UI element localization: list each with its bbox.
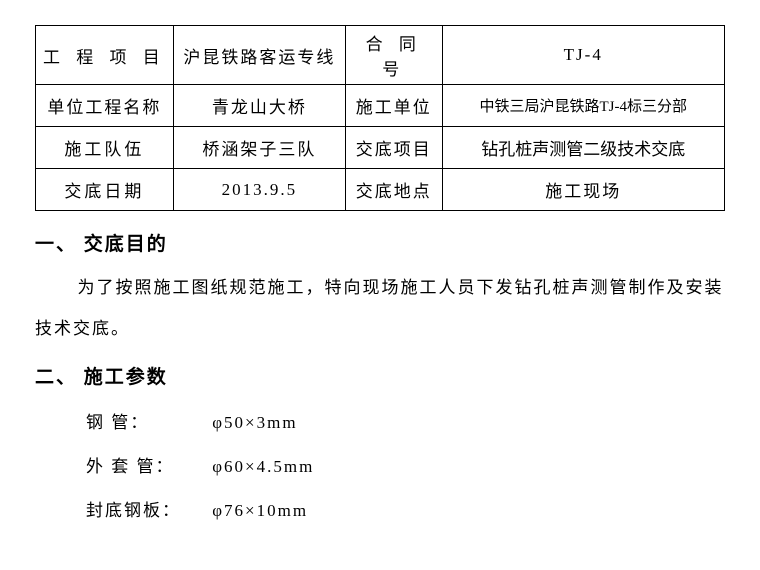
param-label: 钢 管： <box>86 401 206 445</box>
param-line: 封底钢板： φ76×10mm <box>86 489 725 533</box>
param-label: 外 套 管： <box>86 445 206 489</box>
cell-value: 中铁三局沪昆铁路TJ-4标三分部 <box>442 85 725 127</box>
param-value: φ50×3mm <box>212 413 297 432</box>
info-table: 工 程 项 目 沪昆铁路客运专线 合 同 号 TJ-4 单位工程名称 青龙山大桥… <box>35 25 725 211</box>
cell-label: 交底日期 <box>36 169 174 211</box>
cell-label: 交底项目 <box>346 127 442 169</box>
section1-body: 为了按照施工图纸规范施工，特向现场施工人员下发钻孔桩声测管制作及安装技术交底。 <box>35 268 725 350</box>
param-value: φ60×4.5mm <box>212 457 314 476</box>
cell-value: 青龙山大桥 <box>173 85 345 127</box>
table-row: 交底日期 2013.9.5 交底地点 施工现场 <box>36 169 725 211</box>
cell-label: 交底地点 <box>346 169 442 211</box>
table-row: 工 程 项 目 沪昆铁路客运专线 合 同 号 TJ-4 <box>36 26 725 85</box>
cell-label: 合 同 号 <box>346 26 442 85</box>
param-line: 外 套 管： φ60×4.5mm <box>86 445 725 489</box>
cell-value: 施工现场 <box>442 169 725 211</box>
param-value: φ76×10mm <box>212 501 308 520</box>
param-line: 钢 管： φ50×3mm <box>86 401 725 445</box>
cell-label: 施工单位 <box>346 85 442 127</box>
cell-label: 施工队伍 <box>36 127 174 169</box>
section2-heading: 二、 施工参数 <box>35 362 725 389</box>
param-label: 封底钢板： <box>86 489 206 533</box>
cell-value: 桥涵架子三队 <box>173 127 345 169</box>
cell-value: TJ-4 <box>442 26 725 85</box>
cell-label: 单位工程名称 <box>36 85 174 127</box>
table-row: 单位工程名称 青龙山大桥 施工单位 中铁三局沪昆铁路TJ-4标三分部 <box>36 85 725 127</box>
section1-heading: 一、 交底目的 <box>35 229 725 256</box>
cell-value: 钻孔桩声测管二级技术交底 <box>442 127 725 169</box>
cell-value: 2013.9.5 <box>173 169 345 211</box>
cell-label: 工 程 项 目 <box>36 26 174 85</box>
table-row: 施工队伍 桥涵架子三队 交底项目 钻孔桩声测管二级技术交底 <box>36 127 725 169</box>
cell-value: 沪昆铁路客运专线 <box>173 26 345 85</box>
